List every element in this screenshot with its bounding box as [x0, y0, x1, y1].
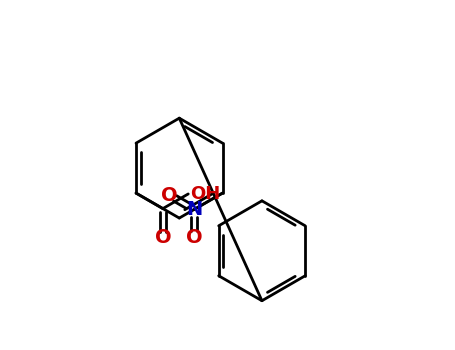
Text: OH: OH: [190, 185, 220, 203]
Text: O: O: [186, 228, 202, 247]
Text: O: O: [155, 228, 171, 247]
Text: O: O: [162, 186, 178, 205]
Text: N: N: [186, 200, 202, 219]
